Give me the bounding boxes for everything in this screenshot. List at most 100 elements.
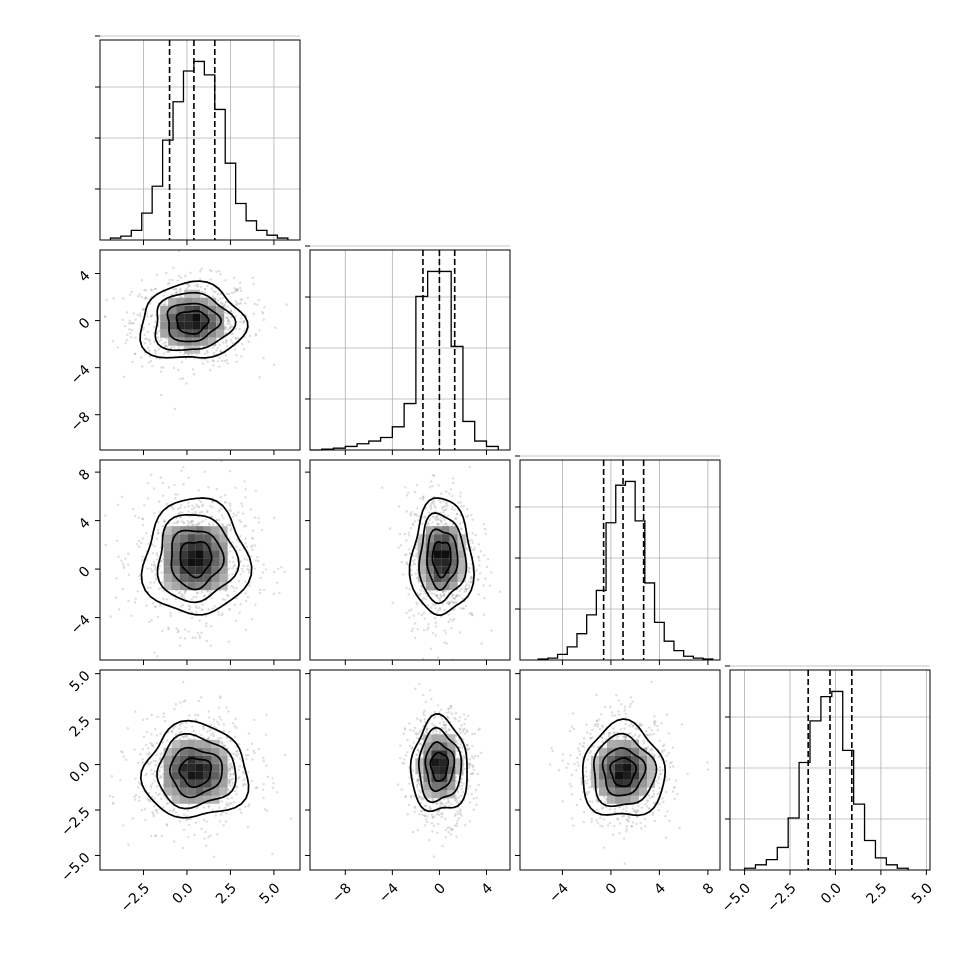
scatter-point (432, 855, 436, 858)
hist-panel-0 (95, 35, 301, 245)
scatter-point (229, 773, 233, 776)
scatter-point (414, 687, 417, 690)
scatter-point (195, 611, 198, 614)
scatter-point (424, 804, 427, 808)
scatter-point (179, 276, 183, 280)
scatter-point (450, 508, 454, 511)
scatter-point (219, 718, 223, 721)
scatter-point (239, 811, 243, 814)
scatter-point (226, 305, 229, 309)
scatter-point (418, 682, 421, 686)
density-cell (423, 790, 432, 799)
scatter-point (460, 527, 463, 531)
scatter-point (427, 623, 430, 626)
scatter-point (157, 531, 160, 535)
scatter-point (226, 594, 230, 598)
scatter-point (152, 759, 155, 762)
scatter-point (447, 707, 451, 710)
pair-panel-2-1 (305, 459, 511, 665)
scatter-point (136, 590, 139, 593)
scatter-point (200, 733, 203, 737)
scatter-point (183, 590, 187, 593)
density-cell (184, 313, 193, 322)
scatter-point (624, 735, 628, 739)
scatter-point (214, 290, 217, 294)
scatter-point (417, 519, 420, 522)
scatter-point (234, 486, 237, 489)
scatter-point (159, 560, 163, 563)
axis-frame (309, 669, 511, 871)
scatter-point (625, 806, 628, 809)
scatter-point (665, 713, 669, 716)
scatter-point (141, 517, 144, 520)
scatter-point (163, 719, 167, 723)
scatter-point (422, 711, 425, 715)
scatter-point (490, 629, 493, 632)
scatter-point (453, 508, 456, 511)
scatter-point (456, 819, 459, 822)
scatter-point (226, 328, 230, 331)
scatter-point (231, 784, 234, 787)
scatter-point (405, 611, 408, 615)
scatter-point (158, 792, 161, 796)
density-cell (417, 550, 426, 559)
scatter-point (235, 793, 238, 796)
scatter-point (449, 704, 453, 708)
scatter-point (462, 755, 466, 758)
scatter-point (195, 596, 198, 599)
scatter-point (237, 777, 240, 780)
scatter-point (600, 736, 604, 740)
scatter-point (449, 600, 452, 604)
scatter-point (177, 250, 181, 253)
scatter-point (421, 775, 424, 778)
scatter-point (174, 597, 178, 601)
scatter-point (177, 368, 180, 372)
scatter-point (417, 782, 421, 785)
scatter-point (409, 512, 412, 516)
scatter-point (246, 564, 250, 568)
scatter-point (415, 555, 418, 558)
scatter-point (653, 753, 656, 757)
scatter-point (581, 744, 585, 748)
scatter-point (172, 808, 175, 811)
scatter-point (410, 564, 413, 567)
scatter-point (414, 553, 418, 556)
density-cell (171, 755, 180, 764)
scatter-point (471, 532, 475, 535)
density-cell (219, 526, 228, 535)
scatter-point (233, 603, 237, 606)
scatter-point (431, 500, 434, 504)
scatter-point (176, 279, 179, 283)
density-cell (208, 297, 217, 306)
panel-content (104, 460, 286, 658)
scatter-point (443, 592, 446, 596)
scatter-point (468, 785, 472, 788)
scatter-point (235, 754, 238, 758)
scatter-point (417, 774, 420, 778)
scatter-point (454, 813, 457, 816)
scatter-point (419, 718, 422, 722)
scatter-point (206, 284, 209, 288)
scatter-point (181, 846, 185, 850)
scatter-point (247, 802, 251, 806)
scatter-point (230, 310, 233, 313)
scatter-point (114, 596, 118, 599)
density-cell (192, 305, 201, 314)
scatter-point (628, 816, 631, 820)
scatter-point (590, 820, 593, 824)
scatter-point (466, 787, 470, 790)
scatter-point (257, 298, 261, 302)
scatter-point (146, 330, 149, 334)
density-cell (176, 313, 185, 322)
scatter-point (409, 796, 413, 799)
scatter-point (247, 340, 251, 343)
scatter-point (173, 496, 177, 500)
scatter-point (454, 600, 458, 603)
scatter-point (233, 276, 236, 280)
scatter-point (144, 337, 147, 341)
scatter-point (206, 737, 210, 741)
contour-level-2 (156, 513, 240, 604)
scatter-point (433, 724, 436, 727)
scatter-point (623, 862, 626, 865)
scatter-point (150, 733, 153, 736)
